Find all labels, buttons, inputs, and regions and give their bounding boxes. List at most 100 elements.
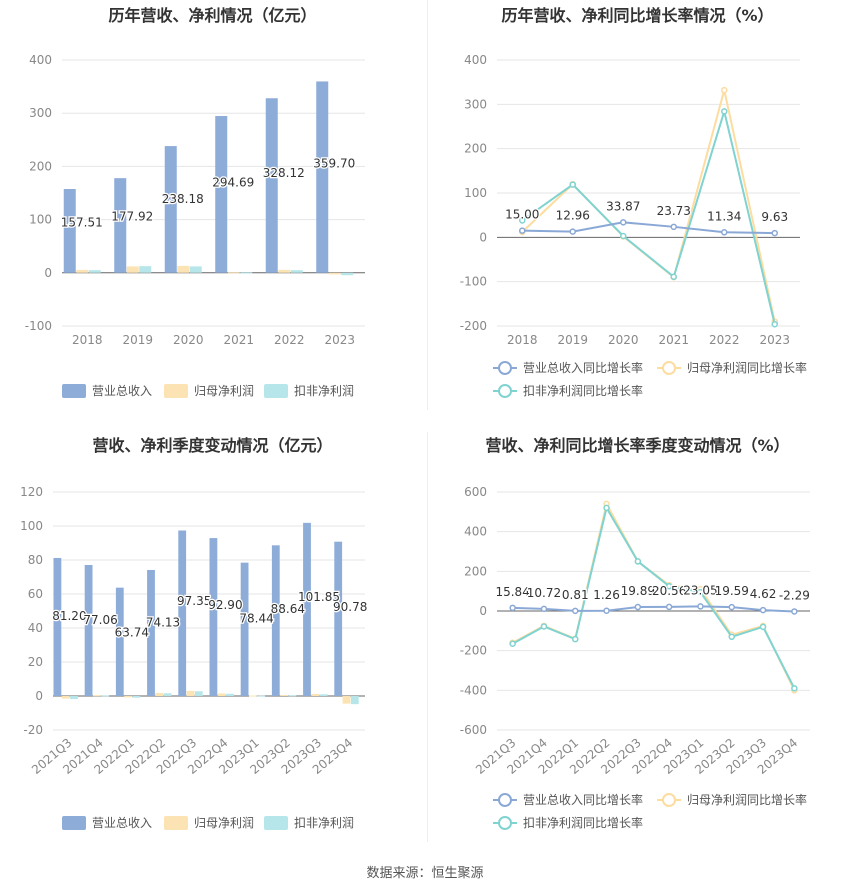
revenue-growth-data-label: 15.00 <box>505 208 539 222</box>
deducted-profit-growth-point <box>509 640 516 647</box>
x-tick-label: 2021 <box>223 333 254 347</box>
revenue-growth-point <box>519 227 526 234</box>
legend-deducted-profit-growth-swatch-marker <box>498 384 512 398</box>
deducted-profit-growth-point <box>572 635 579 643</box>
y-tick-label: 200 <box>464 564 487 578</box>
deducted-profit-bar <box>319 694 328 696</box>
deducted-profit-growth-line <box>521 107 776 325</box>
y-tick-label: 20 <box>28 655 43 669</box>
revenue-bar <box>316 81 329 273</box>
revenue-bar <box>209 538 218 696</box>
deducted-profit-bar <box>139 266 152 273</box>
net-profit-bar <box>217 693 226 696</box>
legend-deducted-profit-swatch <box>264 384 288 398</box>
revenue-bar <box>115 587 124 696</box>
y-tick-label: 40 <box>28 621 43 635</box>
net-profit-bar <box>177 265 190 273</box>
revenue-bar <box>265 98 278 273</box>
revenue-growth-point <box>697 603 704 610</box>
revenue-bar <box>240 562 249 696</box>
net-profit-bar <box>93 695 101 697</box>
net-profit-growth-point <box>721 86 728 94</box>
revenue-data-label: 294.69 <box>212 176 254 190</box>
revenue-data-label: 101.85 <box>298 590 340 604</box>
y-tick-label: -200 <box>460 319 487 333</box>
revenue-growth-line <box>522 221 775 235</box>
y-tick-label: -20 <box>23 723 43 737</box>
quarter-bar-chart-panel: 营收、净利季度变动情况（亿元） 120 100 80 60 40 20 0 -20 2021Q3… <box>0 430 425 860</box>
deducted-profit-growth-point <box>670 273 677 281</box>
quarter-line-chart: 6004002000-200-400-6002021Q32021Q42022Q1… <box>460 485 811 830</box>
annual-bar-chart-panel: 历年营收、净利情况（亿元） 400 300 200 100 0 -100 2018 2019 2… <box>0 0 425 430</box>
legend-revenue-growth-label: 营业总收入同比增长率 <box>523 792 643 807</box>
y-tick-label: 0 <box>479 604 487 618</box>
quarter-bar-chart: 120100806040200-202021Q32021Q42022Q12022… <box>20 485 369 830</box>
revenue-data-label: 92.90 <box>208 598 242 612</box>
legend-revenue-label: 营业总收入 <box>92 384 152 398</box>
revenue-growth-data-label: 19.59 <box>715 584 749 598</box>
revenue-growth-data-label: 19.89 <box>621 584 655 598</box>
revenue-data-label: 97.35 <box>177 594 211 608</box>
chart-title: 历年营收、净利同比增长率情况（%） <box>501 6 774 25</box>
panel-divider-bottom <box>427 432 428 842</box>
revenue-data-label: 177.92 <box>111 210 153 224</box>
y-tick-label: 100 <box>20 519 43 533</box>
x-tick-label: 2018 <box>507 333 538 347</box>
revenue-growth-point <box>634 603 642 611</box>
net-profit-bar <box>342 696 351 704</box>
revenue-growth-point <box>665 603 673 611</box>
legend-revenue-growth-swatch-marker <box>498 793 512 807</box>
y-tick-label: 120 <box>20 485 43 499</box>
revenue-growth-point <box>509 604 516 612</box>
deducted-profit-bar <box>240 272 253 274</box>
revenue-data-label: 81.20 <box>52 609 86 623</box>
revenue-growth-data-label: 11.34 <box>707 209 741 223</box>
revenue-data-label: 90.78 <box>333 600 367 614</box>
revenue-bar <box>334 541 343 696</box>
y-tick-label: -100 <box>25 319 52 333</box>
revenue-growth-data-label: 33.87 <box>606 199 640 213</box>
quarter-line-chart-panel: 营收、净利同比增长率季度变动情况（%） 600 400 200 0 -200 -400 -6… <box>425 430 850 860</box>
panel-divider-top <box>427 0 428 410</box>
revenue-bar <box>53 557 62 696</box>
deducted-profit-bar <box>288 695 297 697</box>
legend-net-profit-label: 归母净利润 <box>194 384 254 398</box>
legend-deducted-profit-growth-label: 扣非净利润同比增长率 <box>523 815 643 830</box>
legend-revenue-growth-swatch-marker <box>498 361 512 375</box>
deducted-profit-bar <box>257 695 266 697</box>
revenue-growth-point <box>771 229 778 237</box>
net-profit-bar <box>311 693 320 696</box>
revenue-growth-data-label: -2.29 <box>779 588 810 602</box>
annual-bar-chart: 400 300 200 100 0 -100 2018 2019 2020 2021 2022 202… <box>25 53 365 398</box>
y-tick-label: 0 <box>35 689 43 703</box>
legend-revenue-swatch <box>62 384 86 398</box>
revenue-data-label: 74.13 <box>146 616 180 630</box>
y-tick-label: -600 <box>460 723 487 737</box>
deducted-profit-growth-point <box>540 623 548 630</box>
y-tick-label: 200 <box>464 142 487 156</box>
net-profit-bar <box>126 266 139 273</box>
y-tick-label: 300 <box>29 106 52 120</box>
revenue-growth-data-label: 23.73 <box>657 204 691 218</box>
revenue-growth-point <box>670 223 677 231</box>
legend-revenue-swatch <box>62 816 86 830</box>
y-tick-label: 0 <box>479 230 487 244</box>
deducted-profit-growth-point <box>759 623 767 631</box>
deducted-profit-growth-point <box>665 582 673 590</box>
revenue-growth-data-label: 20.56 <box>652 584 686 598</box>
y-tick-label: 0 <box>44 266 52 280</box>
x-tick-label: 2023 <box>324 333 355 347</box>
revenue-data-label: 78.44 <box>239 612 273 626</box>
legend-deducted-profit-growth-label: 扣非净利润同比增长率 <box>523 383 643 398</box>
deducted-profit-growth-point <box>634 558 642 565</box>
x-tick-label: 2021 <box>658 333 689 347</box>
net-profit-bar <box>124 696 132 698</box>
deducted-profit-bar <box>132 696 141 698</box>
revenue-bar <box>303 522 311 696</box>
revenue-growth-data-label: 23.05 <box>683 583 717 597</box>
deducted-profit-growth-point <box>728 633 735 641</box>
revenue-growth-line <box>512 605 795 613</box>
net-profit-bar <box>278 269 291 273</box>
y-tick-label: -400 <box>460 683 487 697</box>
legend-net-profit-swatch <box>164 384 188 398</box>
